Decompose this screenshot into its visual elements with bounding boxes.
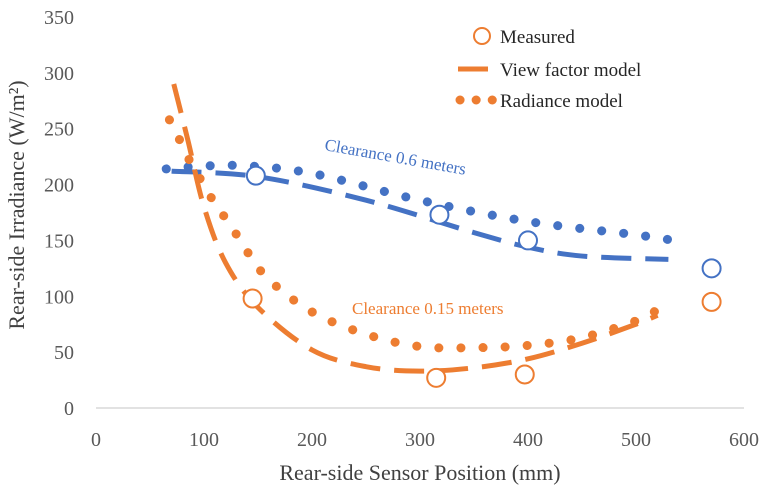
y-tick-label: 300 — [44, 63, 74, 85]
measured-point-clearance-0-6 — [245, 165, 266, 186]
x-tick-label: 600 — [729, 429, 759, 451]
x-axis-title: Rear-side Sensor Position (mm) — [279, 460, 560, 485]
view-factor-line-clearance-0-6 — [171, 168, 669, 262]
annotation-clearance-0-15: Clearance 0.15 meters — [352, 299, 504, 318]
plot-area — [161, 83, 722, 388]
y-tick-labels: 0 50 100 150 200 250 300 350 — [44, 7, 74, 420]
radiance-line-clearance-0-15 — [164, 115, 663, 353]
x-tick-label: 100 — [189, 429, 219, 451]
measured-point-clearance-0-15 — [426, 367, 447, 388]
view-factor-line-clearance-0-15 — [171, 83, 659, 374]
y-tick-label: 50 — [54, 342, 74, 364]
y-tick-label: 100 — [44, 286, 74, 308]
y-axis-title: Rear-side Irradiance (W/m²) — [4, 80, 29, 329]
x-tick-label: 300 — [405, 429, 435, 451]
measured-point-clearance-0-15 — [514, 364, 535, 385]
y-tick-label: 150 — [44, 230, 74, 252]
legend-measured-marker — [473, 27, 491, 45]
measured-point-clearance-0-6 — [701, 258, 722, 279]
measured-point-clearance-0-15 — [701, 291, 722, 312]
x-tick-labels: 0 100 200 300 400 500 600 — [91, 429, 759, 451]
x-tick-label: 200 — [297, 429, 327, 451]
y-tick-label: 350 — [44, 7, 74, 29]
y-tick-label: 200 — [44, 175, 74, 197]
annotation-clearance-0-6: Clearance 0.6 meters — [323, 135, 467, 179]
y-tick-label: 250 — [44, 119, 74, 141]
annotations: Clearance 0.6 meters Clearance 0.15 meter… — [323, 135, 503, 318]
legend-label: Radiance model — [500, 91, 623, 112]
measured-point-clearance-0-6 — [429, 204, 450, 225]
x-tick-label: 400 — [513, 429, 543, 451]
measured-point-clearance-0-6 — [518, 230, 538, 251]
x-tick-label: 500 — [621, 429, 651, 451]
legend: Measured View factor model Radiance model — [455, 27, 641, 112]
y-axis-title-group: Rear-side Irradiance (W/m²) — [4, 80, 29, 329]
y-tick-label: 0 — [64, 398, 74, 420]
measured-point-clearance-0-15 — [242, 288, 263, 309]
x-tick-label: 0 — [91, 429, 101, 451]
legend-label: View factor model — [500, 60, 641, 81]
legend-label: Measured — [500, 27, 575, 48]
